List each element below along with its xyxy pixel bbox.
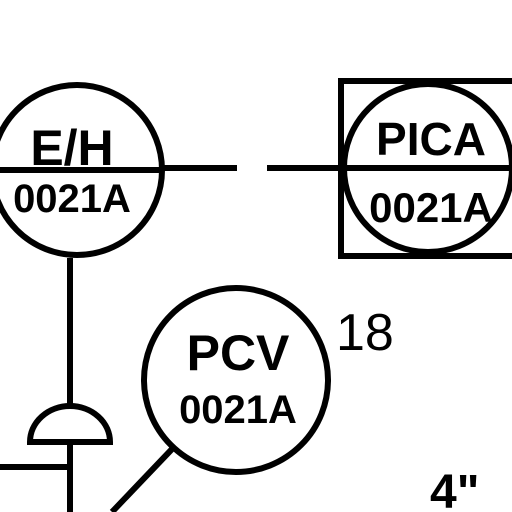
diaphragm-actuator-icon — [26, 403, 114, 445]
pipe-size-label: 4" — [430, 466, 479, 512]
instrument-pcv-loop: 0021A — [179, 388, 297, 432]
instrument-pica-function: PICA — [376, 113, 486, 165]
instrument-pcv-function: PCV — [187, 325, 290, 381]
instrument-pcv-bubble — [141, 285, 331, 475]
instrument-pica-loop: 0021A — [369, 184, 493, 231]
instrument-eh-loop: 0021A — [13, 177, 131, 221]
instrument-eh-function: E/H — [30, 120, 113, 176]
instrument-pcv: PCV 0021A — [141, 285, 331, 475]
pcv-callout-number: 18 — [336, 304, 394, 362]
pcv-leader-line — [109, 445, 176, 512]
instrument-pica: PICA 0021A — [338, 78, 512, 259]
instrument-eh: E/H 0021A — [0, 82, 165, 258]
